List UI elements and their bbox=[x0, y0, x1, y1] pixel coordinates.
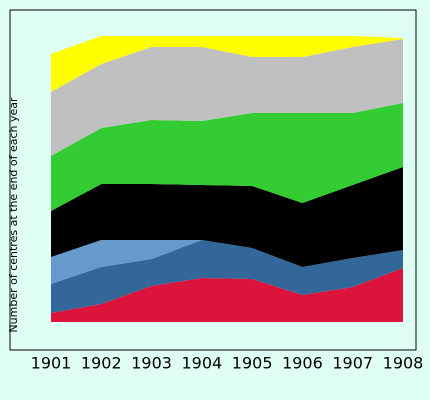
area bbox=[51, 36, 403, 92]
x-tick-label: 1907 bbox=[332, 354, 373, 373]
x-tick-label: 1901 bbox=[31, 354, 72, 373]
x-tick-label: 1904 bbox=[181, 354, 222, 373]
x-tick-label: 1905 bbox=[232, 354, 273, 373]
areas bbox=[51, 36, 403, 322]
area bbox=[51, 268, 403, 322]
x-tick-label: 1908 bbox=[383, 354, 424, 373]
x-tick-label: 1902 bbox=[81, 354, 122, 373]
x-tick-label: 1903 bbox=[131, 354, 172, 373]
area bbox=[51, 103, 403, 211]
area bbox=[51, 240, 403, 313]
y-axis-label: Number of centres at the end of each yea… bbox=[7, 97, 20, 333]
area bbox=[51, 167, 403, 267]
x-tick-label: 1906 bbox=[282, 354, 323, 373]
area bbox=[51, 240, 403, 284]
area bbox=[51, 39, 403, 156]
